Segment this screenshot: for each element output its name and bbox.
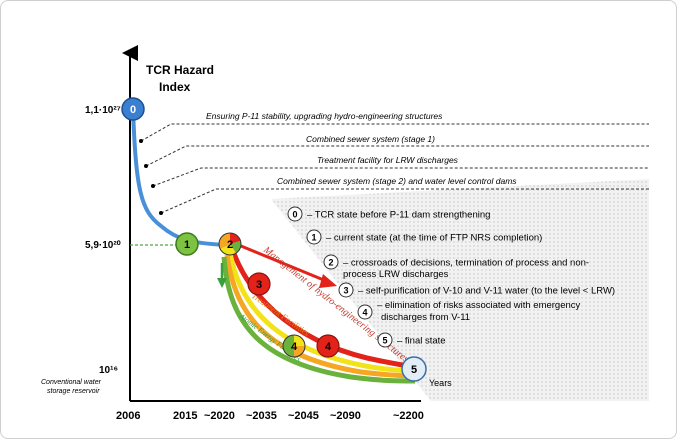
- y-axis-title-line2: Index: [159, 80, 191, 94]
- measure-3: Treatment facility for LRW discharges: [317, 155, 459, 165]
- measure-1: Ensuring P-11 stability, upgrading hydro…: [206, 111, 443, 121]
- red-arrow: [240, 244, 332, 285]
- measure-2: Combined sewer system (stage 1): [306, 134, 435, 144]
- y-tick-mid: 5,9·10²⁰: [85, 240, 121, 251]
- state-4a-label: 4: [291, 341, 298, 353]
- state-3-label: 3: [256, 279, 262, 291]
- y-note-line1: Conventional water: [41, 379, 102, 386]
- state-1-label: 1: [184, 239, 190, 251]
- legend-text-5: – final state: [397, 336, 446, 347]
- state-0-marker: 0: [121, 97, 145, 121]
- legend-text-2b: process LRW discharges: [343, 269, 449, 280]
- green-arrow-head: [217, 278, 227, 288]
- y-note-line2: storage reservoir: [47, 388, 100, 395]
- legend-text-4b: discharges from V-11: [381, 312, 470, 323]
- state-2-marker: 2: [218, 232, 242, 256]
- path-green: [221, 256, 416, 384]
- x-tick-2006: 2006: [116, 410, 140, 422]
- legend-num-0: 0: [292, 210, 297, 220]
- legend-text-2a: – crossroads of decisions, termination o…: [343, 258, 589, 269]
- state-0-label: 0: [130, 104, 136, 116]
- state-4a-marker: 4: [282, 334, 306, 358]
- x-unit-label: Years: [429, 378, 452, 388]
- state-4b-label: 4: [325, 341, 332, 353]
- legend-text-4a: – elimination of risks associated with e…: [377, 300, 581, 311]
- measure-4: Combined sewer system (stage 2) and wate…: [277, 176, 517, 186]
- legend-num-3: 3: [343, 286, 348, 296]
- legend-text-0: – TCR state before P-11 dam strengthenin…: [307, 210, 490, 221]
- x-tick-2045: ~2045: [288, 410, 319, 422]
- legend-item-3: 3 – self-purification of V-10 and V-11 w…: [338, 282, 615, 298]
- y-axis-title-line1: TCR Hazard: [146, 63, 214, 77]
- blue-curve: [131, 108, 232, 247]
- state-5-marker: 5: [401, 356, 427, 382]
- red-arrow-head: [319, 274, 337, 288]
- legend-text-3: – self-purification of V-10 and V-11 wat…: [358, 286, 615, 297]
- x-tick-2200: ~2200: [393, 410, 424, 422]
- measure-lines: [140, 123, 649, 214]
- y-tick-low: 10¹⁶: [99, 365, 118, 376]
- measure-line-4: [160, 188, 649, 214]
- legend: 0 – TCR state before P-11 dam strengthen…: [287, 206, 615, 348]
- legend-num-2: 2: [328, 258, 333, 268]
- legend-num-5: 5: [382, 336, 387, 346]
- legend-item-0: 0 – TCR state before P-11 dam strengthen…: [287, 206, 490, 222]
- curve-points: [139, 139, 163, 215]
- y-tick-top: 1,1·10²⁷: [85, 105, 121, 116]
- legend-item-2: 2 – crossroads of decisions, termination…: [323, 254, 589, 280]
- x-tick-2035: ~2035: [246, 410, 277, 422]
- shaded-region: [271, 179, 649, 401]
- path-orange: [224, 254, 416, 379]
- legend-text-1: – current state (at the time of FTP NRS …: [326, 233, 542, 244]
- state-2-label: 2: [227, 239, 233, 251]
- state-3-marker: 3: [247, 272, 271, 296]
- x-tick-2020: ~2020: [204, 410, 235, 422]
- measure-line-3: [152, 167, 649, 187]
- measure-line-1: [140, 123, 649, 142]
- legend-item-5: 5 – final state: [377, 332, 446, 348]
- x-tick-2015: 2015: [173, 410, 197, 422]
- legend-num-4: 4: [362, 308, 367, 318]
- legend-item-1: 1 – current state (at the time of FTP NR…: [306, 229, 542, 245]
- state-1-marker: 1: [175, 232, 199, 256]
- x-tick-2090: ~2090: [330, 410, 361, 422]
- state-4b-marker: 4: [316, 334, 340, 358]
- legend-num-1: 1: [311, 233, 316, 243]
- state-5-label: 5: [411, 364, 417, 376]
- legend-item-4: 4 – elimination of risks associated with…: [357, 300, 581, 323]
